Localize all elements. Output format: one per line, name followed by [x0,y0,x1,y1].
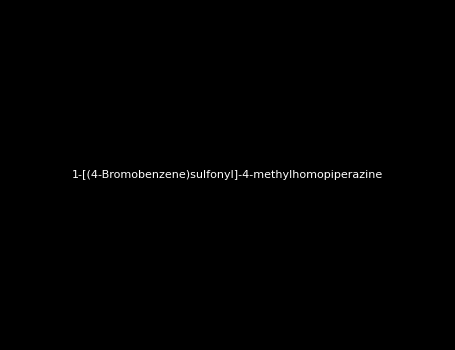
Text: 1-[(4-Bromobenzene)sulfonyl]-4-methylhomopiperazine: 1-[(4-Bromobenzene)sulfonyl]-4-methylhom… [72,170,383,180]
